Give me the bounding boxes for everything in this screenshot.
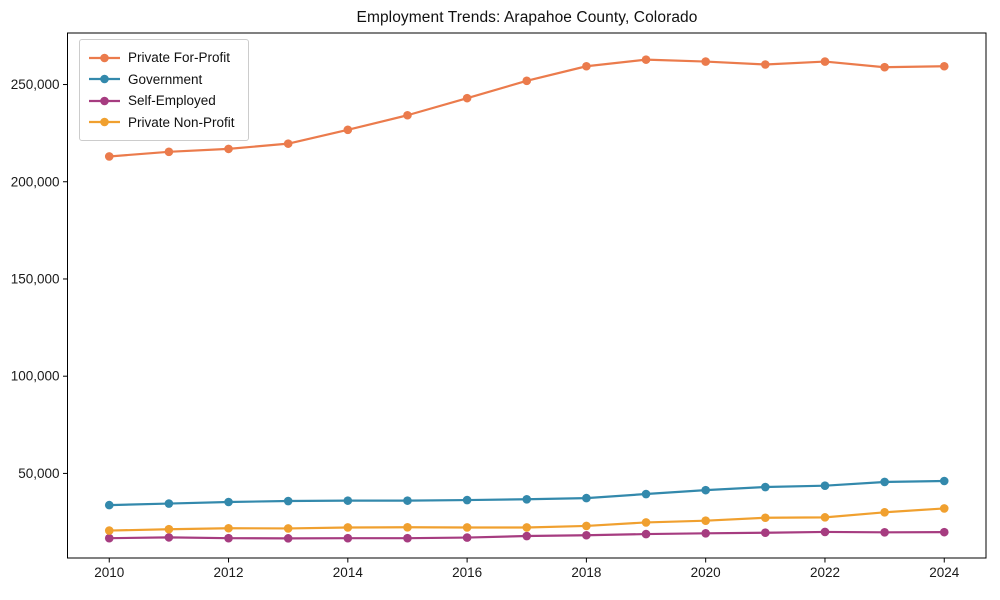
data-point-government <box>522 494 532 504</box>
data-point-private-for-profit <box>224 144 233 154</box>
data-point-self-employed <box>641 529 651 539</box>
data-point-self-employed <box>522 531 532 541</box>
data-point-government <box>104 500 114 510</box>
data-point-private-for-profit <box>820 57 830 66</box>
data-point-private-for-profit <box>939 61 949 71</box>
legend-marker-icon <box>89 117 120 127</box>
data-point-private-non-profit <box>820 513 830 522</box>
legend: Private For-Profit Government Self-Employe… <box>79 39 249 141</box>
data-point-government <box>880 477 889 487</box>
legend-marker-icon <box>89 74 120 84</box>
data-point-private-for-profit <box>104 152 114 161</box>
data-point-private-for-profit <box>403 110 412 120</box>
legend-label: Self-Employed <box>128 93 216 109</box>
data-point-self-employed <box>701 529 710 538</box>
data-point-self-employed <box>403 533 412 543</box>
data-point-government <box>820 481 830 490</box>
data-point-private-for-profit <box>462 93 472 103</box>
data-point-self-employed <box>104 533 114 543</box>
data-point-private-non-profit <box>104 526 114 535</box>
data-point-government <box>462 495 472 505</box>
legend-item-self-employed: Self-Employed <box>88 90 235 112</box>
data-point-self-employed <box>820 527 830 537</box>
legend-label: Private Non-Profit <box>128 114 235 130</box>
axes-spines <box>67 32 987 559</box>
data-point-government <box>224 497 233 507</box>
data-point-government <box>939 476 949 486</box>
data-point-self-employed <box>761 528 770 538</box>
y-tick-label: 200,000 <box>11 174 60 189</box>
data-point-private-non-profit <box>939 504 949 513</box>
legend-marker-icon <box>89 96 120 106</box>
data-point-government <box>343 496 353 505</box>
chart-title: Employment Trends: Arapahoe County, Colo… <box>356 9 698 26</box>
data-point-self-employed <box>462 533 472 542</box>
legend-label: Government <box>128 71 203 87</box>
data-point-government <box>403 496 412 505</box>
y-tick-label: 100,000 <box>11 369 60 384</box>
x-tick-label: 2016 <box>452 565 482 580</box>
data-point-government <box>164 499 174 508</box>
x-tick-label: 2018 <box>571 565 601 580</box>
data-point-government <box>582 493 591 503</box>
x-tick-label: 2010 <box>94 565 124 580</box>
legend-item-private-for-profit: Private For-Profit <box>88 47 235 69</box>
data-point-private-non-profit <box>164 524 174 534</box>
data-point-private-non-profit <box>582 521 591 531</box>
data-point-private-for-profit <box>522 76 532 86</box>
legend-marker-icon <box>89 53 120 63</box>
x-tick-label: 2014 <box>333 565 364 580</box>
x-tick-label: 2020 <box>691 565 721 580</box>
data-point-private-non-profit <box>403 522 412 532</box>
data-point-self-employed <box>939 527 949 537</box>
data-point-government <box>761 482 770 492</box>
data-point-private-non-profit <box>224 523 233 533</box>
data-point-private-for-profit <box>582 61 591 71</box>
x-tick-label: 2024 <box>929 565 960 580</box>
data-point-private-for-profit <box>283 139 293 148</box>
data-point-private-non-profit <box>343 523 353 532</box>
data-point-private-non-profit <box>283 524 293 533</box>
data-point-self-employed <box>164 533 174 542</box>
data-point-private-for-profit <box>343 125 353 135</box>
x-tick-label: 2012 <box>214 565 244 580</box>
data-point-private-for-profit <box>761 60 770 69</box>
y-tick-label: 250,000 <box>11 77 60 92</box>
data-point-government <box>701 485 710 495</box>
y-tick-label: 150,000 <box>11 271 60 286</box>
data-point-private-non-profit <box>701 516 710 525</box>
data-point-self-employed <box>582 530 591 540</box>
data-point-self-employed <box>283 534 293 543</box>
data-point-private-non-profit <box>880 508 889 517</box>
y-tick-label: 50,000 <box>18 466 59 481</box>
data-point-self-employed <box>343 533 353 543</box>
data-point-government <box>641 489 651 499</box>
data-point-government <box>283 496 293 506</box>
data-point-private-non-profit <box>462 523 472 532</box>
data-point-private-for-profit <box>641 55 651 64</box>
data-point-private-non-profit <box>522 523 532 532</box>
legend-item-private-non-profit: Private Non-Profit <box>88 112 235 134</box>
data-point-private-for-profit <box>164 147 174 157</box>
data-point-private-non-profit <box>761 513 770 523</box>
data-point-self-employed <box>880 528 889 537</box>
legend-label: Private For-Profit <box>128 50 231 66</box>
legend-item-government: Government <box>88 69 235 91</box>
data-point-self-employed <box>224 533 233 543</box>
data-point-private-for-profit <box>701 57 710 66</box>
x-tick-label: 2022 <box>810 565 840 580</box>
data-point-private-for-profit <box>880 62 889 72</box>
data-point-private-non-profit <box>641 518 651 527</box>
